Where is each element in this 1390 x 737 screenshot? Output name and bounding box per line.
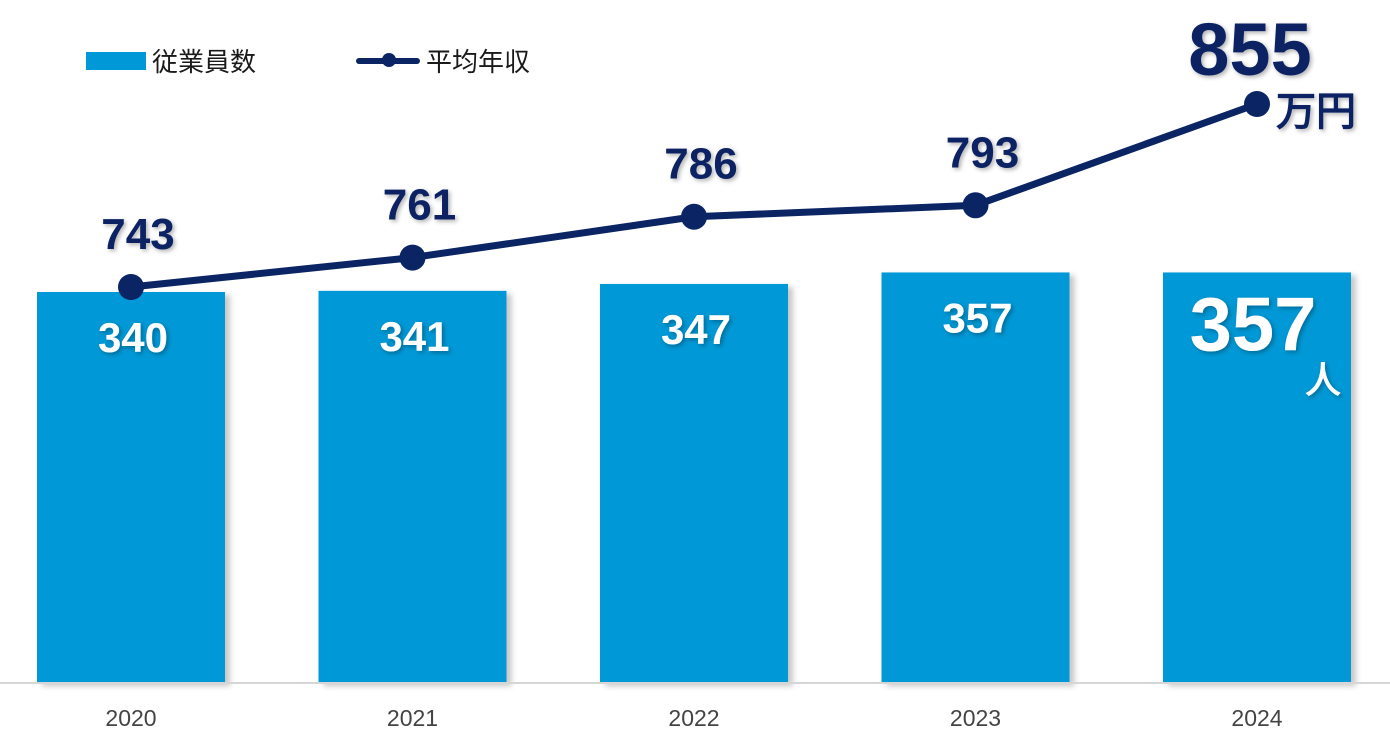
employee-label-2020: 340 <box>98 314 168 361</box>
employee-label-2023: 357 <box>942 294 1012 341</box>
bar-2022 <box>600 283 788 683</box>
legend-label-salary: 平均年収 <box>426 48 531 78</box>
employee-label-2024: 357 <box>1190 282 1317 367</box>
salary-label-2024: 855 <box>1188 8 1311 91</box>
legend-item-salary: 平均年収 <box>356 42 530 79</box>
x-tick-label-2021: 2021 <box>387 705 438 731</box>
bar-2021 <box>318 290 507 683</box>
salary-point-2020 <box>118 274 144 300</box>
salary-label-2021: 761 <box>383 181 456 230</box>
employee-label-2021: 341 <box>379 313 449 360</box>
bar-2023 <box>881 272 1070 683</box>
salary-label-2022: 786 <box>664 140 737 189</box>
legend-item-employees: 従業員数 <box>86 42 256 79</box>
salary-point-2023 <box>962 192 989 219</box>
legend-line-swatch <box>356 52 421 67</box>
salary-point-2024 <box>1244 91 1270 117</box>
x-tick-label-2020: 2020 <box>105 705 156 731</box>
salary-line <box>130 100 1259 291</box>
salary-point-2022 <box>681 203 707 230</box>
x-tick-label-2023: 2023 <box>950 705 1001 731</box>
legend: 従業員数 平均年収 <box>86 42 630 79</box>
salary-label-2023: 793 <box>946 128 1019 177</box>
x-tick-label-2022: 2022 <box>668 705 719 731</box>
bar-2024 <box>1163 272 1351 683</box>
employee-unit-label: 人 <box>1305 359 1341 400</box>
salary-point-2021 <box>399 244 426 271</box>
legend-bar-swatch <box>86 51 146 70</box>
bar-2020 <box>37 292 225 683</box>
x-tick-label-2024: 2024 <box>1231 705 1282 731</box>
salary-label-2020: 743 <box>101 210 174 259</box>
salary-unit-label: 万円 <box>1276 90 1356 134</box>
employee-label-2022: 347 <box>661 306 731 353</box>
legend-label-employees: 従業員数 <box>152 48 257 78</box>
